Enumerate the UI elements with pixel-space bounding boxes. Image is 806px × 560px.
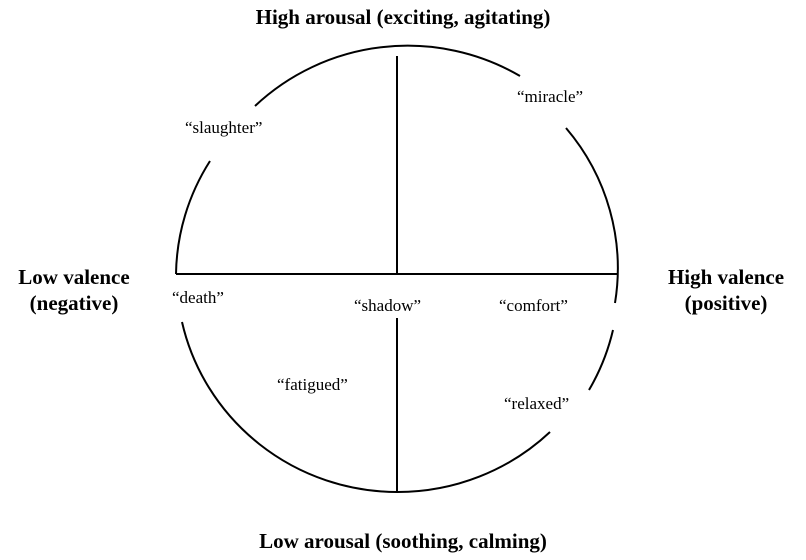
circle-arc-lower-right-a: [588, 329, 614, 391]
high-valence-label: High valence (positive): [654, 264, 798, 316]
circle-arc-lower-right-b: [396, 431, 551, 494]
high-arousal-label: High arousal (exciting, agitating): [255, 5, 551, 29]
high-valence-line-1: High valence: [667, 265, 785, 289]
high-valence-line-2: (positive): [684, 291, 768, 315]
low-valence-line-1: Low valence: [18, 265, 130, 289]
circle-arc-lower-left: [181, 321, 398, 493]
circle-arc-upper-left: [175, 160, 211, 275]
word-slaughter: “slaughter”: [183, 118, 265, 138]
circle-arc-right: [565, 127, 619, 304]
low-valence-label: Low valence (negative): [4, 264, 144, 316]
circle-arc-top: [254, 44, 521, 107]
low-valence-line-2: (negative): [29, 291, 119, 315]
word-shadow: “shadow”: [352, 296, 424, 316]
word-relaxed: “relaxed”: [502, 394, 572, 414]
word-fatigued: “fatigued”: [275, 375, 350, 395]
word-death: “death”: [170, 288, 226, 308]
word-miracle: “miracle”: [515, 87, 586, 107]
low-arousal-label: Low arousal (soothing, calming): [259, 529, 547, 553]
word-comfort: “comfort”: [497, 296, 570, 316]
